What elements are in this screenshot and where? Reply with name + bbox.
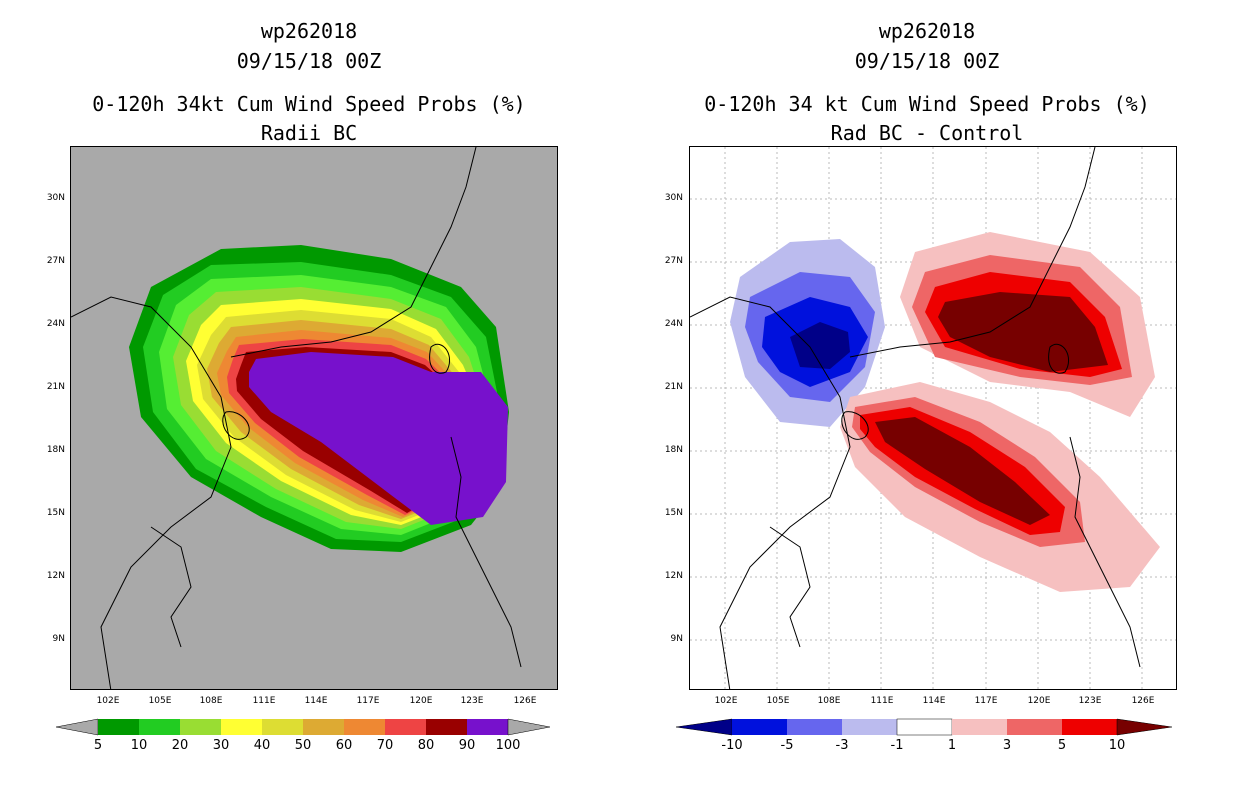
lon-label: 111E xyxy=(252,696,276,706)
colorbar-swatch xyxy=(896,718,953,736)
pos-upper-10 xyxy=(938,292,1108,372)
panel-subtitle: Rad BC - Control xyxy=(830,121,1024,145)
colorbar-swatch xyxy=(139,719,180,735)
band-100 xyxy=(249,352,508,525)
storm-id-title: wp262018 xyxy=(878,19,976,43)
difference-contours xyxy=(690,147,1176,689)
colorbar-swatch xyxy=(385,719,426,735)
colorbar-label: 70 xyxy=(376,738,394,753)
lon-label: 105E xyxy=(148,696,172,706)
colorbar-high-arrow xyxy=(507,718,551,736)
storm-id-title: wp262018 xyxy=(260,19,358,43)
lat-label: 24N xyxy=(46,319,65,329)
lat-label: 27N xyxy=(46,256,65,266)
lon-label: 102E xyxy=(714,696,738,706)
lat-label: 27N xyxy=(664,256,683,266)
left-panel: wp262018 09/15/18 00Z 0-120h 34kt Cum Wi… xyxy=(46,19,558,753)
colorbar-label: 40 xyxy=(253,738,271,753)
lat-label: 30N xyxy=(46,193,65,203)
lon-label: 120E xyxy=(1027,696,1051,706)
probability-contours xyxy=(71,147,522,689)
colorbar-label: 30 xyxy=(212,738,230,753)
lon-label: 126E xyxy=(1131,696,1155,706)
colorbar-swatch xyxy=(180,719,221,735)
colorbar-label: 80 xyxy=(417,738,435,753)
colorbar-swatch xyxy=(262,719,303,735)
lat-label: 12N xyxy=(46,571,65,581)
colorbar-label: -10 xyxy=(721,738,743,753)
lon-label: 114E xyxy=(922,696,946,706)
colorbar-label: -3 xyxy=(835,738,849,753)
colorbar-label: 10 xyxy=(1108,738,1126,753)
lat-label: 9N xyxy=(670,634,683,644)
lon-label: 117E xyxy=(974,696,998,706)
colorbar-label: 60 xyxy=(335,738,353,753)
colorbar-low-arrow xyxy=(56,718,99,736)
colorbar-swatch xyxy=(1062,719,1117,735)
difference-map xyxy=(689,146,1177,690)
colorbar-swatch xyxy=(732,719,787,735)
colorbar-label: -1 xyxy=(890,738,904,753)
colorbar-label: 10 xyxy=(130,738,148,753)
lon-label: 123E xyxy=(1078,696,1102,706)
lon-label: 102E xyxy=(96,696,120,706)
probability-colorbar xyxy=(56,718,551,736)
lon-label: 111E xyxy=(870,696,894,706)
colorbar-label: 5 xyxy=(93,738,103,753)
lat-label: 21N xyxy=(46,382,65,392)
colorbar-label: 20 xyxy=(171,738,189,753)
lat-label: 18N xyxy=(664,445,683,455)
neg-band-10 xyxy=(790,322,850,369)
lat-label: 21N xyxy=(664,382,683,392)
colorbar-swatch xyxy=(221,719,262,735)
colorbar-swatch xyxy=(303,719,344,735)
lon-label: 105E xyxy=(766,696,790,706)
lat-label: 15N xyxy=(664,508,683,518)
lon-label: 123E xyxy=(460,696,484,706)
pos-lower-10 xyxy=(875,417,1050,525)
lon-label: 126E xyxy=(513,696,537,706)
datetime-title: 09/15/18 00Z xyxy=(236,49,382,73)
lat-label: 12N xyxy=(664,571,683,581)
colorbar-label: 3 xyxy=(1002,738,1012,753)
lon-label: 120E xyxy=(409,696,433,706)
colorbar-label: 1 xyxy=(947,738,957,753)
colorbar-swatch xyxy=(98,719,139,735)
colorbar-label: 90 xyxy=(458,738,476,753)
coastlines xyxy=(690,147,1141,689)
lon-label: 108E xyxy=(817,696,841,706)
colorbar-swatch xyxy=(426,719,467,735)
colorbar-swatch xyxy=(842,719,897,735)
product-title: 0-120h 34kt Cum Wind Speed Probs (%) xyxy=(92,92,526,116)
colorbar-swatch xyxy=(344,719,385,735)
datetime-title: 09/15/18 00Z xyxy=(854,49,1000,73)
lat-label: 24N xyxy=(664,319,683,329)
lat-label: 18N xyxy=(46,445,65,455)
panel-subtitle: Radii BC xyxy=(260,121,358,145)
difference-colorbar xyxy=(676,718,1173,736)
lat-label: 15N xyxy=(46,508,65,518)
lat-label: 30N xyxy=(664,193,683,203)
colorbar-label: -5 xyxy=(780,738,794,753)
colorbar-swatch xyxy=(1007,719,1062,735)
colorbar-label: 5 xyxy=(1057,738,1067,753)
colorbar-low-arrow xyxy=(676,718,733,736)
coastlines xyxy=(71,147,522,689)
colorbar-label: 100 xyxy=(495,738,521,753)
colorbar-high-arrow xyxy=(1116,718,1173,736)
lon-label: 114E xyxy=(304,696,328,706)
lon-label: 117E xyxy=(356,696,380,706)
lat-label: 9N xyxy=(52,634,65,644)
lon-label: 108E xyxy=(199,696,223,706)
colorbar-swatch xyxy=(952,719,1007,735)
colorbar-swatch xyxy=(787,719,842,735)
right-panel: wp262018 09/15/18 00Z 0-120h 34 kt Cum W… xyxy=(618,0,1236,800)
product-title: 0-120h 34 kt Cum Wind Speed Probs (%) xyxy=(704,92,1150,116)
colorbar-label: 50 xyxy=(294,738,312,753)
colorbar-swatch xyxy=(467,719,508,735)
probability-map xyxy=(70,146,558,690)
